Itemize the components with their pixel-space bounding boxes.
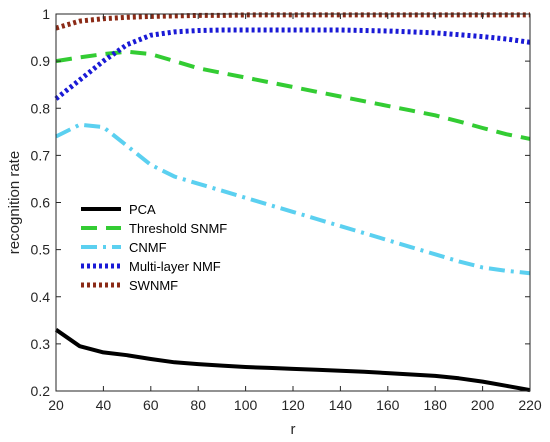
x-tick-label: 220 [518, 397, 542, 413]
x-tick-label: 20 [48, 397, 64, 413]
legend-label-cnmf: CNMF [129, 240, 167, 255]
x-tick-label: 140 [329, 397, 353, 413]
y-tick-label: 0.2 [31, 383, 51, 399]
x-tick-label: 60 [143, 397, 159, 413]
series-line-multi-layer-nmf [54, 27, 531, 101]
legend-label-pca: PCA [129, 202, 156, 217]
y-tick-label: 0.6 [31, 195, 51, 211]
y-tick-label: 0.9 [31, 53, 51, 69]
x-tick-label: 160 [376, 397, 400, 413]
x-tick-label: 200 [471, 397, 495, 413]
x-tick-label: 80 [190, 397, 206, 413]
series-layer [54, 12, 531, 393]
x-tick-label: 100 [234, 397, 258, 413]
legend-label-swnmf: SWNMF [129, 278, 178, 293]
series-line-swnmf [55, 12, 530, 31]
series-line-pca [54, 328, 531, 393]
legend-label-multi-layer-nmf: Multi-layer NMF [129, 259, 221, 274]
series-line-threshold-snmf [55, 49, 531, 141]
plot-frame [55, 13, 531, 392]
y-axis: 0.2 0.3 0.4 0.5 0.6 0.7 0.8 0.9 1 [31, 6, 530, 399]
legend: PCA Threshold SNMF CNMF Multi-layer NMF SWNM… [81, 202, 227, 293]
y-tick-label: 1 [42, 6, 50, 22]
x-axis-label: r [291, 421, 296, 438]
y-tick-label: 0.7 [31, 147, 51, 163]
legend-label-threshold-snmf: Threshold SNMF [129, 221, 227, 236]
y-tick-label: 0.3 [31, 336, 51, 352]
y-axis-label: recognition rate [6, 151, 23, 254]
y-tick-label: 0.4 [31, 289, 51, 305]
x-tick-label: 120 [281, 397, 305, 413]
y-tick-label: 0.8 [31, 100, 51, 116]
series-line-cnmf [55, 122, 531, 276]
x-tick-label: 40 [96, 397, 112, 413]
y-tick-label: 0.5 [31, 242, 51, 258]
x-tick-label: 180 [424, 397, 448, 413]
x-axis: 20 40 60 80 100 120 140 160 180 200 220 [48, 14, 542, 413]
